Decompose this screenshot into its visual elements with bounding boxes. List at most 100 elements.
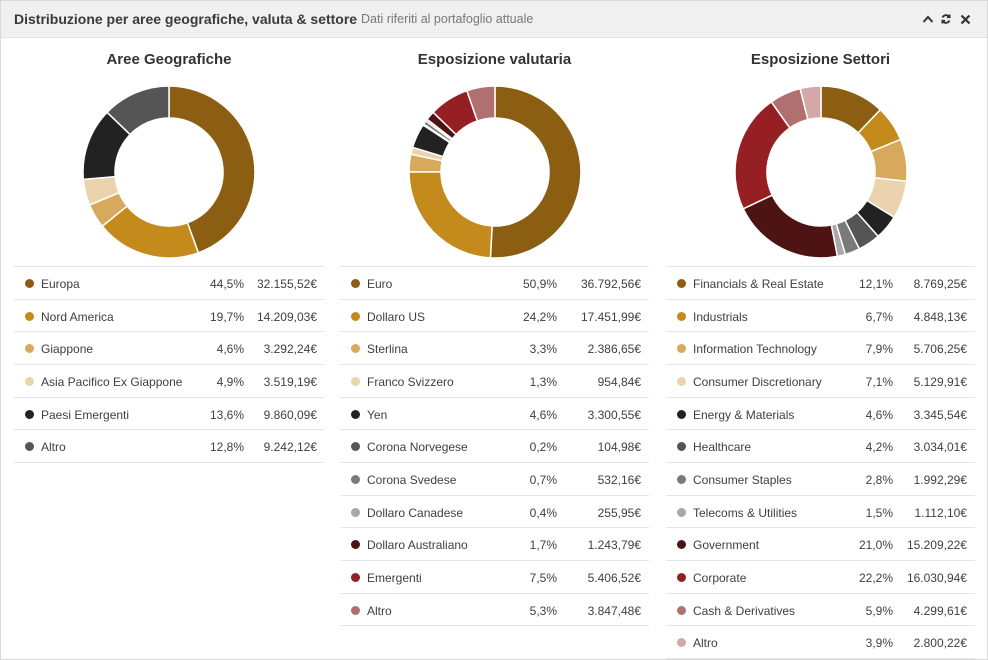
- donut-chart-geografiche: [82, 85, 256, 259]
- donut-slice-altro[interactable]: [798, 85, 822, 121]
- legend-percentage: 24,2%: [522, 309, 557, 324]
- legend-amount: 3.292,24€: [263, 342, 317, 357]
- legend-amount: 36.792,56€: [580, 277, 641, 291]
- legend-amount: 954,84€: [597, 374, 641, 389]
- legend-row-consumer-discretionary[interactable]: Consumer Discretionary 7,1% 5.129,91€: [666, 365, 975, 398]
- donut-chart-valutaria: [407, 85, 582, 259]
- legend-row-consumer-staples[interactable]: Consumer Staples 2,8% 1.992,29€: [666, 463, 975, 496]
- legend-color-dot: [25, 344, 34, 354]
- legend-row-altro[interactable]: Altro 3,9% 2.800,22€: [666, 626, 975, 659]
- legend-color-dot: [25, 279, 34, 288]
- panel-title: Esposizione Settori: [750, 51, 891, 68]
- legend-row-cash-and-derivatives[interactable]: Cash & Derivatives 5,9% 4.299,61€: [666, 594, 975, 627]
- legend-color-dot: [677, 311, 686, 321]
- donut-slice-dollaro-us[interactable]: [407, 171, 493, 259]
- legend-row-nord-america[interactable]: Nord America 19,7% 14.209,03€: [14, 300, 324, 333]
- legend-row-government[interactable]: Government 21,0% 15.209,22€: [666, 528, 975, 561]
- legend-row-corona-svedese[interactable]: Corona Svedese 0,7% 532,16€: [340, 463, 649, 496]
- legend-row-telecoms-and-utilities[interactable]: Telecoms & Utilities 1,5% 1.112,10€: [666, 496, 975, 529]
- legend-row-dollaro-canadese[interactable]: Dollaro Canadese 0,4% 255,95€: [340, 496, 649, 529]
- donut-slice-euro[interactable]: [489, 85, 582, 259]
- legend-percentage: 4,2%: [865, 440, 893, 455]
- panel-title: Esposizione valutaria: [417, 51, 572, 68]
- legend-table: Euro 50,9% 36.792,56€ Dollaro US 24,2% 17.451…: [340, 266, 649, 627]
- legend-color-dot: [351, 474, 360, 484]
- chevron-up-icon: [922, 15, 934, 23]
- legend-percentage: 2,8%: [865, 472, 893, 487]
- legend-percentage: 21,0%: [858, 538, 893, 553]
- legend-label: Dollaro US: [367, 309, 426, 324]
- legend-color-dot: [25, 409, 34, 419]
- legend-row-altro[interactable]: Altro 12,8% 9.242,12€: [14, 430, 324, 463]
- legend-label: Nord America: [41, 309, 114, 324]
- close-button[interactable]: [956, 9, 974, 29]
- legend-row-europa[interactable]: Europa 44,5% 32.155,52€: [14, 267, 324, 300]
- donut-slice-corporate[interactable]: [733, 100, 791, 210]
- legend-percentage: 19,7%: [209, 309, 244, 324]
- legend-percentage: 7,1%: [865, 374, 893, 389]
- refresh-icon: [941, 14, 951, 24]
- legend-row-information-technology[interactable]: Information Technology 7,9% 5.706,25€: [666, 332, 975, 365]
- legend-label: Dollaro Canadese: [367, 505, 464, 520]
- legend-amount: 104,98€: [597, 440, 641, 455]
- legend-row-healthcare[interactable]: Healthcare 4,2% 3.034,01€: [666, 430, 975, 463]
- legend-amount: 3.847,48€: [587, 603, 641, 618]
- legend-label: Sterlina: [367, 342, 408, 357]
- legend-row-euro[interactable]: Euro 50,9% 36.792,56€: [340, 267, 649, 300]
- legend-row-sterlina[interactable]: Sterlina 3,3% 2.386,65€: [340, 332, 649, 365]
- legend-amount: 3.519,19€: [263, 374, 317, 389]
- legend-amount: 5.406,52€: [587, 570, 641, 585]
- legend-table: Financials & Real Estate 12,1% 8.769,25€ In…: [666, 266, 975, 659]
- legend-row-corona-norvegese[interactable]: Corona Norvegese 0,2% 104,98€: [340, 430, 649, 463]
- legend-label: Paesi Emergenti: [41, 407, 130, 422]
- donut-slice-altro[interactable]: [465, 85, 496, 122]
- legend-amount: 3.345,54€: [913, 407, 967, 422]
- legend-color-dot: [351, 605, 360, 615]
- legend-amount: 14.209,03€: [256, 309, 317, 324]
- legend-row-dollaro-australiano[interactable]: Dollaro Australiano 1,7% 1.243,79€: [340, 528, 649, 561]
- legend-row-emergenti[interactable]: Emergenti 7,5% 5.406,52€: [340, 561, 649, 594]
- legend-color-dot: [677, 507, 686, 517]
- legend-amount: 9.242,12€: [263, 440, 317, 455]
- legend-amount: 3.300,55€: [587, 407, 641, 422]
- legend-row-corporate[interactable]: Corporate 22,2% 16.030,94€: [666, 561, 975, 594]
- donut-slice-altro[interactable]: [106, 85, 170, 136]
- legend-percentage: 6,7%: [865, 309, 893, 324]
- legend-row-dollaro-us[interactable]: Dollaro US 24,2% 17.451,99€: [340, 300, 649, 333]
- legend-row-yen[interactable]: Yen 4,6% 3.300,55€: [340, 398, 649, 431]
- legend-amount: 1.112,10€: [914, 505, 968, 520]
- collapse-button[interactable]: [919, 9, 937, 29]
- legend-row-giappone[interactable]: Giappone 4,6% 3.292,24€: [14, 332, 324, 365]
- legend-row-paesi-emergenti[interactable]: Paesi Emergenti 13,6% 9.860,09€: [14, 398, 324, 431]
- panel-esposizione-settori: Esposizione Settori Financials & Real Es…: [666, 38, 975, 660]
- legend-percentage: 3,9%: [865, 636, 893, 651]
- donut-slice-government[interactable]: [741, 194, 838, 259]
- legend-row-franco-svizzero[interactable]: Franco Svizzero 1,3% 954,84€: [340, 365, 649, 398]
- legend-color-dot: [677, 638, 686, 648]
- legend-percentage: 4,6%: [529, 407, 557, 422]
- legend-amount: 8.769,25€: [913, 277, 967, 291]
- legend-percentage: 22,2%: [858, 570, 893, 585]
- refresh-button[interactable]: [937, 9, 955, 29]
- panel-esposizione-valutaria: Esposizione valutaria Euro 50,9% 36.792,56…: [340, 38, 649, 660]
- legend-color-dot: [677, 279, 686, 288]
- donut-slice-europa[interactable]: [168, 85, 256, 254]
- legend-amount: 532,16€: [597, 472, 641, 487]
- legend-color-dot: [351, 572, 360, 582]
- legend-label: Industrials: [693, 309, 748, 324]
- legend-row-financials-and-real-estate[interactable]: Financials & Real Estate 12,1% 8.769,25€: [666, 267, 975, 300]
- legend-color-dot: [25, 311, 34, 321]
- legend-row-industrials[interactable]: Industrials 6,7% 4.848,13€: [666, 300, 975, 333]
- legend-label: Financials & Real Estate: [693, 277, 824, 291]
- panel-aree-geografiche: Aree Geografiche Europa 44,5% 32.155,52€ No…: [14, 38, 324, 660]
- legend-row-energy-and-materials[interactable]: Energy & Materials 4,6% 3.345,54€: [666, 398, 975, 431]
- legend-row-asia-pacifico-ex-giappone[interactable]: Asia Pacifico Ex Giappone 4,9% 3.519,19€: [14, 365, 324, 398]
- legend-row-altro[interactable]: Altro 5,3% 3.847,48€: [340, 594, 649, 627]
- legend-color-dot: [351, 344, 360, 354]
- legend-label: Consumer Staples: [693, 472, 792, 487]
- legend-amount: 4.299,61€: [913, 603, 967, 618]
- legend-percentage: 4,9%: [216, 374, 244, 389]
- legend-color-dot: [677, 442, 686, 452]
- legend-label: Franco Svizzero: [367, 374, 454, 389]
- legend-amount: 32.155,52€: [256, 277, 317, 291]
